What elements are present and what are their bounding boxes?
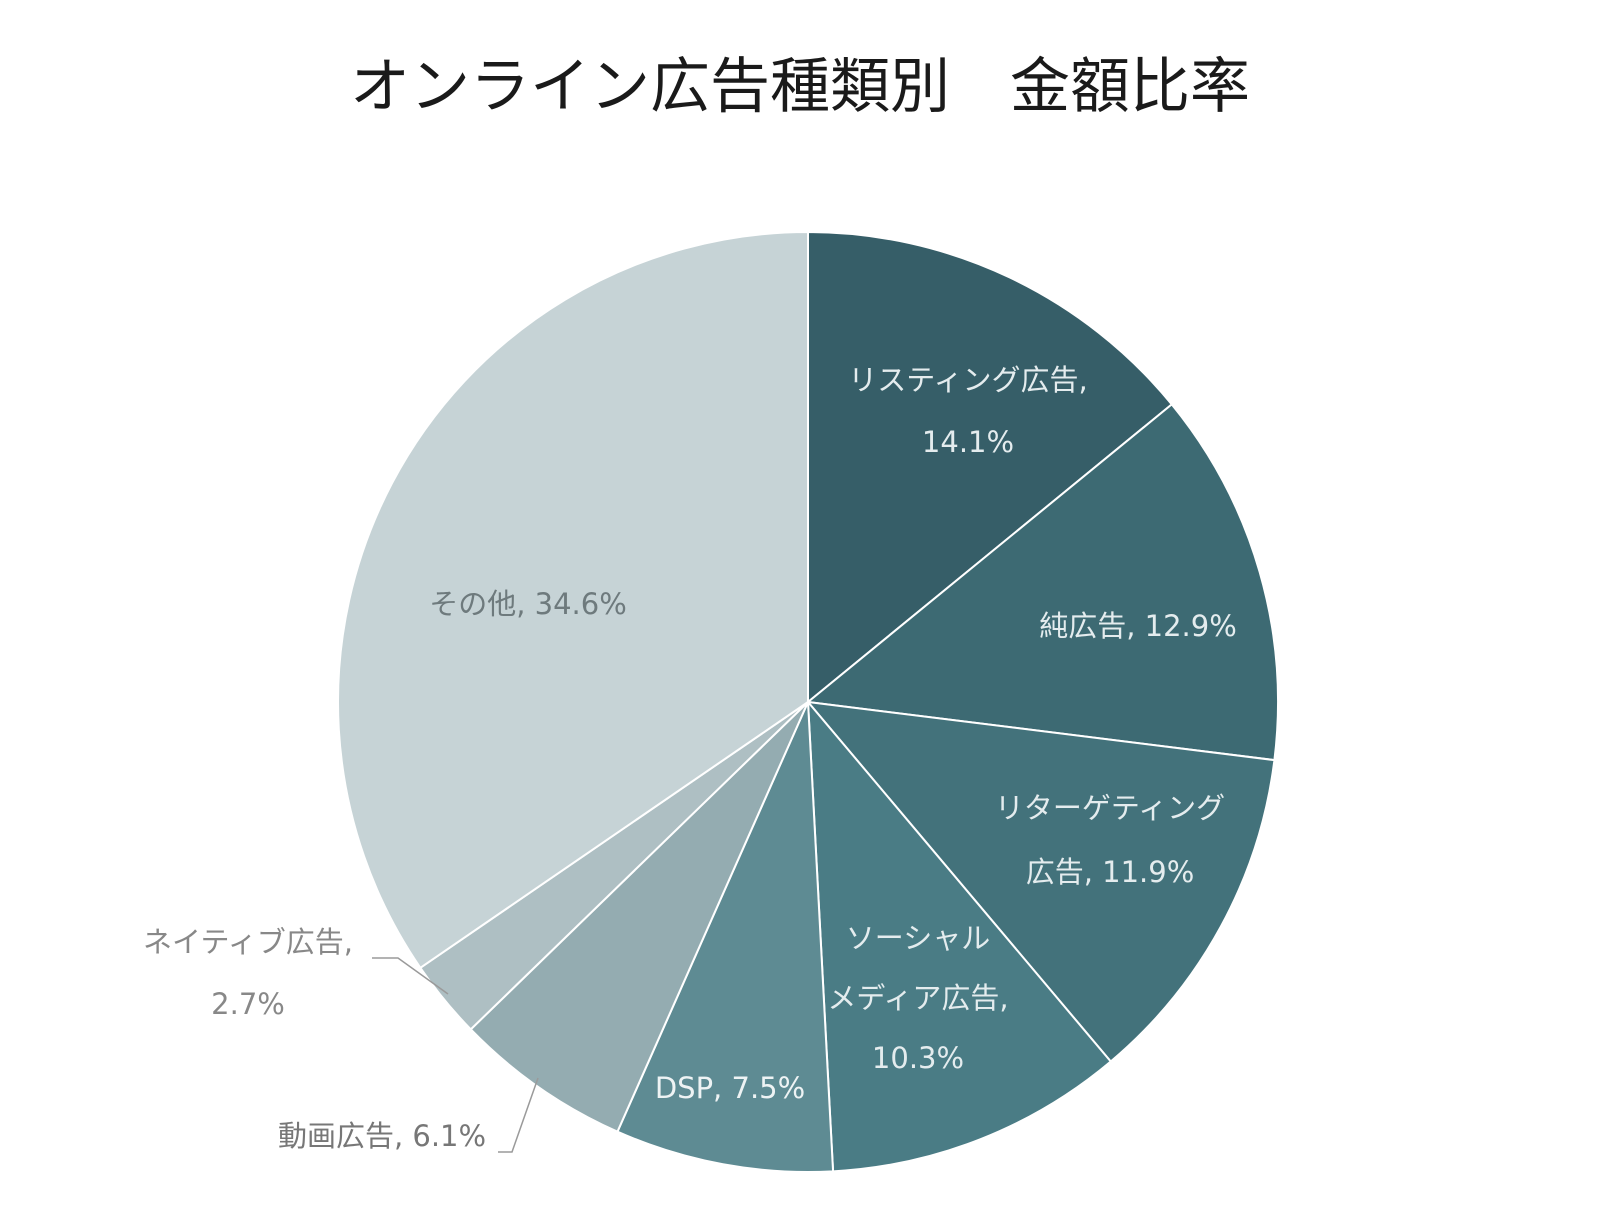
- pie-slice: [806, 699, 1113, 1173]
- slice-label: その他, 34.6%: [429, 587, 627, 621]
- slice-label: リスティング広告, 14.1%: [848, 363, 1087, 459]
- pie-slice: [807, 230, 1174, 705]
- slice-label-line: 純広告, 12.9%: [1039, 609, 1237, 643]
- slice-label-line: 広告, 11.9%: [1026, 855, 1195, 889]
- slice-label-line: 動画広告, 6.1%: [278, 1119, 486, 1153]
- slice-label-line: DSP, 7.5%: [655, 1071, 805, 1105]
- slice-label: 動画広告, 6.1%: [278, 1119, 486, 1153]
- pie-slice: [616, 701, 835, 1173]
- slice-label-line: その他, 34.6%: [429, 587, 627, 621]
- pie-slice: [805, 700, 1276, 1063]
- slice-label: DSP, 7.5%: [655, 1071, 805, 1105]
- pie-slice: [469, 701, 809, 1133]
- slice-label: ネイティブ広告, 2.7%: [143, 925, 353, 1021]
- slice-label: リターゲティング広告, 11.9%: [995, 791, 1225, 889]
- slice-label-line: 2.7%: [211, 987, 285, 1021]
- slice-label-line: 10.3%: [872, 1041, 964, 1075]
- pie-slice: [337, 230, 809, 970]
- chart-title: オンライン広告種類別 金額比率: [350, 52, 1250, 122]
- slice-label-line: リスティング広告,: [848, 363, 1087, 397]
- slice-label-line: リターゲティング: [995, 791, 1225, 825]
- slice-label-line: ネイティブ広告,: [143, 925, 353, 959]
- slice-label-line: ソーシャル: [846, 921, 990, 955]
- slice-label: ソーシャルメディア広告, 10.3%: [827, 921, 1008, 1075]
- slice-label-line: 14.1%: [922, 425, 1014, 459]
- pie-slice: [805, 402, 1279, 762]
- slice-label: 純広告, 12.9%: [1039, 609, 1237, 643]
- slice-label-line: メディア広告,: [827, 981, 1008, 1015]
- leader-line: [372, 957, 449, 995]
- leader-line: [498, 1077, 539, 1153]
